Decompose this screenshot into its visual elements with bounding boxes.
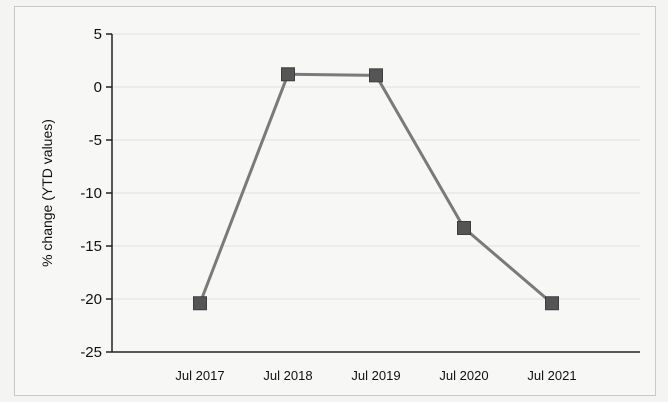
y-tick-label: -5 <box>89 132 102 149</box>
y-ticks: 5 0 -5 -10 -15 -20 -25 <box>80 26 112 361</box>
y-axis-title: % change (YTD values) <box>39 119 55 267</box>
chart-frame <box>14 6 656 396</box>
x-tick-label: Jul 2018 <box>263 368 312 383</box>
x-tick-label: Jul 2021 <box>527 368 576 383</box>
y-tick-label: -20 <box>80 291 102 308</box>
x-tick-label: Jul 2020 <box>439 368 488 383</box>
y-tick-label: 5 <box>94 26 102 43</box>
data-point-marker <box>193 296 207 311</box>
y-tick-label: -25 <box>80 344 102 361</box>
x-ticks: Jul 2017 Jul 2018 Jul 2019 Jul 2020 Jul 2021 <box>175 368 576 383</box>
data-point-marker <box>545 296 559 311</box>
y-tick-label: -10 <box>80 185 102 202</box>
data-point-marker <box>369 68 383 83</box>
data-point-marker <box>281 67 295 82</box>
x-tick-label: Jul 2019 <box>351 368 400 383</box>
y-tick-label: 0 <box>94 79 102 96</box>
x-tick-label: Jul 2017 <box>175 368 224 383</box>
data-point-marker <box>457 220 471 235</box>
series-layer <box>193 67 559 311</box>
y-tick-label: -15 <box>80 238 102 255</box>
series-line <box>198 72 553 305</box>
